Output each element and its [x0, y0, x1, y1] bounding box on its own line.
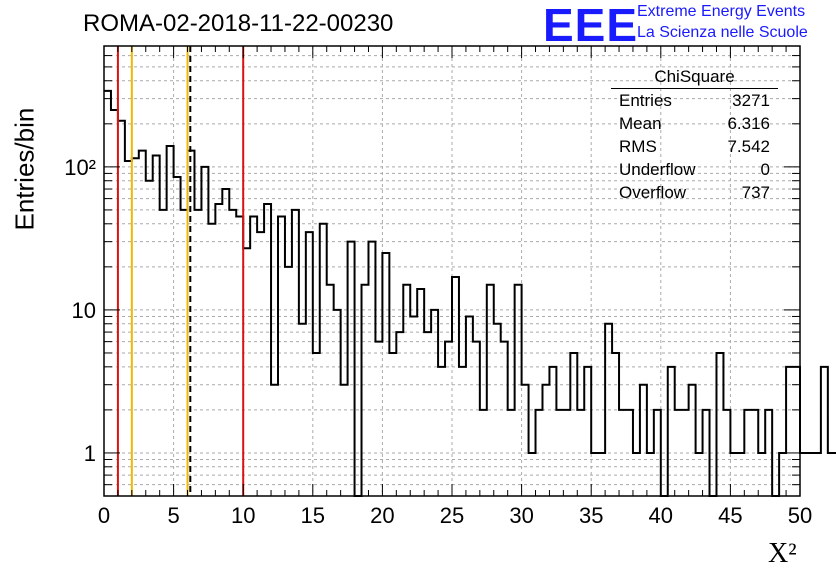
- stats-label: Entries: [619, 91, 672, 110]
- stats-row-underflow: Underflow 0: [611, 158, 778, 181]
- stats-value: 7.542: [727, 137, 770, 156]
- y-axis-label-box: Entries/bin: [5, 107, 45, 231]
- logo-line-2: La Scienza nelle Scuole: [637, 24, 808, 41]
- stats-value: 737: [741, 183, 770, 202]
- x-tick-label: 10: [231, 503, 255, 528]
- x-tick-label: 40: [649, 503, 673, 528]
- stats-row-rms: RMS 7.542: [611, 135, 778, 158]
- stats-row-mean: Mean 6.316: [611, 112, 778, 135]
- stats-title: ChiSquare: [611, 67, 778, 89]
- x-tick-label: 45: [718, 503, 742, 528]
- y-tick-label: 1: [84, 441, 96, 466]
- stats-label: RMS: [619, 137, 657, 156]
- x-tick-label: 5: [167, 503, 179, 528]
- x-tick-label: 35: [579, 503, 603, 528]
- y-tick-label: 10: [72, 298, 96, 323]
- stats-label: Mean: [619, 114, 662, 133]
- stats-value: 0: [760, 160, 770, 179]
- stats-row-overflow: Overflow 737: [611, 181, 778, 204]
- x-tick-label: 30: [509, 503, 533, 528]
- y-tick-label: 10²: [64, 155, 96, 180]
- x-tick-label: 50: [788, 503, 812, 528]
- stats-value: 3271: [732, 91, 770, 110]
- x-tick-label: 20: [370, 503, 394, 528]
- x-axis-label: X²: [768, 538, 797, 569]
- y-axis-label: Entries/bin: [9, 107, 40, 231]
- stats-label: Overflow: [619, 183, 687, 202]
- x-tick-label: 15: [301, 503, 325, 528]
- logo-mark: EEE: [543, 0, 639, 51]
- stats-label: Underflow: [619, 160, 696, 179]
- x-tick-label: 0: [98, 503, 110, 528]
- stats-row-entries: Entries 3271: [611, 89, 778, 112]
- logo-line-1: Extreme Energy Events: [637, 3, 806, 20]
- chart-title: ROMA-02-2018-11-22-00230: [83, 10, 394, 37]
- stats-box: ChiSquare Entries 3271 Mean 6.316 RMS 7.…: [611, 67, 778, 204]
- stats-value: 6.316: [727, 114, 770, 133]
- histogram-series: [104, 89, 836, 497]
- x-tick-label: 25: [440, 503, 464, 528]
